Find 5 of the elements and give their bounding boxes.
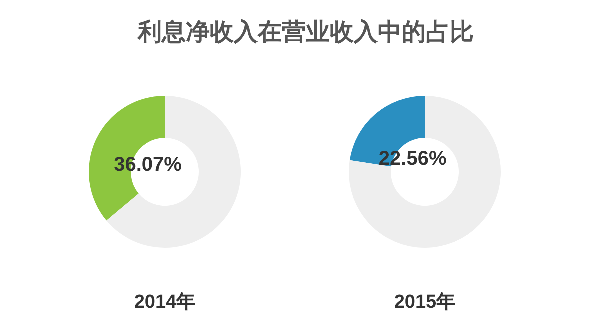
donut-slice xyxy=(349,96,501,248)
donut-slice xyxy=(106,96,241,248)
text: 2014年 xyxy=(134,292,196,313)
text: 2015年 xyxy=(394,292,456,313)
text: 利息净收入在营业收入中的占比 xyxy=(137,19,474,46)
